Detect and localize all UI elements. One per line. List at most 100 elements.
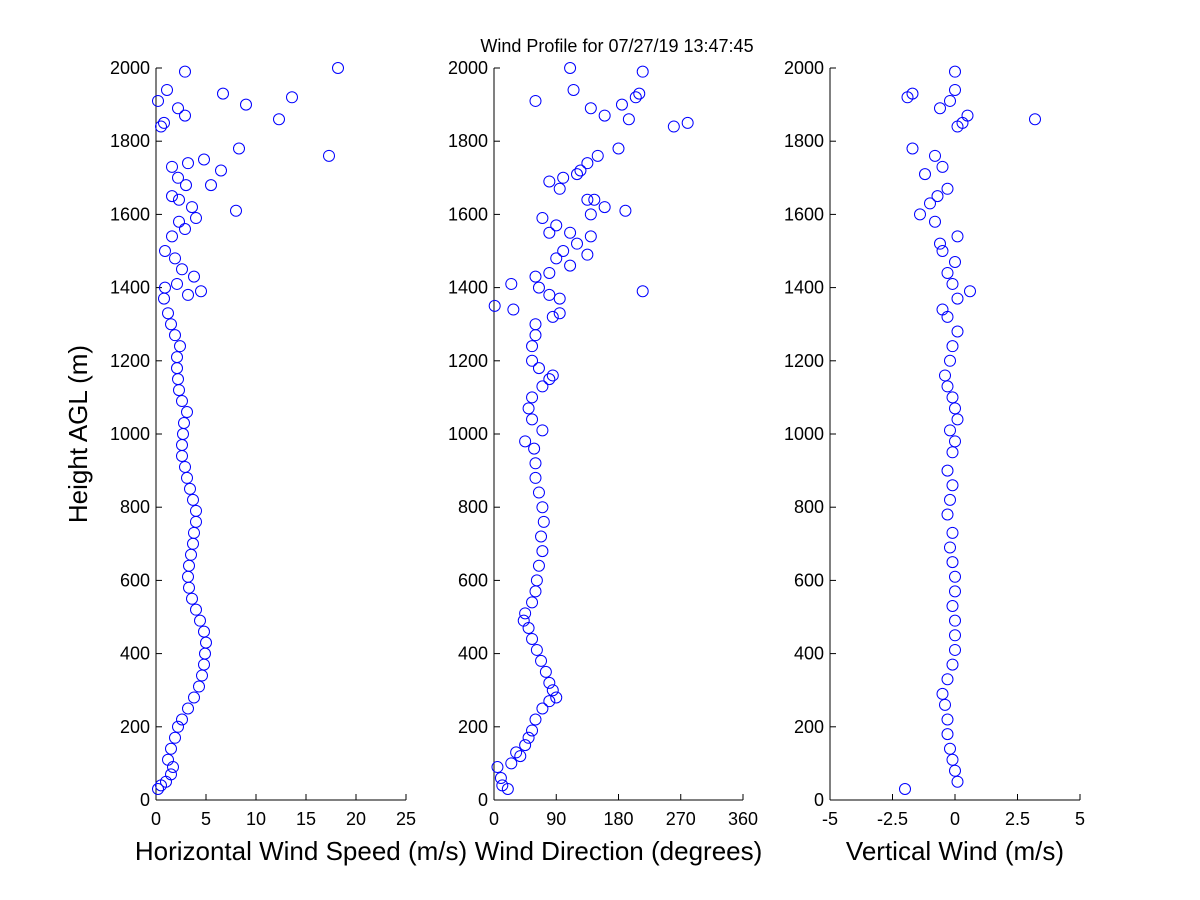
point [286, 91, 298, 104]
y-tick-label: 400 [458, 644, 488, 664]
point [944, 493, 956, 506]
y-tick-label: 1800 [110, 131, 150, 151]
point [931, 190, 944, 203]
y-tick-label: 2000 [110, 58, 150, 78]
point [543, 266, 556, 279]
point [964, 285, 976, 298]
point [532, 559, 545, 572]
point [528, 442, 541, 455]
point [182, 157, 194, 170]
point [934, 237, 946, 250]
point [543, 695, 556, 708]
point [543, 373, 556, 386]
point [181, 471, 193, 484]
x-axis-label: Horizontal Wind Speed (m/s) [135, 836, 467, 866]
point [946, 479, 959, 492]
point [176, 263, 188, 276]
x-tick-label: 0 [950, 809, 960, 829]
point [194, 614, 206, 627]
y-tick-label: 1200 [110, 351, 150, 371]
point [165, 742, 177, 755]
point [951, 413, 964, 426]
point [550, 691, 563, 704]
point [941, 266, 954, 279]
point [941, 182, 954, 195]
point [519, 607, 532, 620]
point [949, 614, 961, 627]
point [553, 307, 566, 320]
point [536, 702, 549, 715]
point [188, 270, 200, 283]
point [171, 351, 183, 364]
point [166, 190, 178, 203]
point [173, 384, 185, 397]
point [155, 120, 167, 133]
y-tick-label: 0 [478, 790, 488, 810]
point [633, 87, 646, 100]
point [158, 116, 170, 129]
point [173, 193, 185, 206]
point [636, 65, 649, 78]
point [571, 237, 583, 250]
point [240, 98, 252, 111]
point [946, 658, 959, 671]
point [591, 149, 604, 162]
point [581, 157, 594, 170]
y-tick-label: 1200 [784, 351, 824, 371]
point [158, 292, 170, 305]
point [564, 259, 577, 272]
point [526, 632, 539, 645]
x-tick-label: 10 [246, 809, 266, 829]
point [159, 245, 171, 257]
point [510, 746, 523, 759]
point [173, 215, 185, 228]
point [215, 164, 227, 177]
point [526, 413, 539, 426]
point [536, 212, 549, 225]
point [332, 62, 344, 74]
point [530, 574, 543, 587]
point [564, 226, 577, 239]
x-tick-label: -5 [822, 809, 838, 829]
y-tick-label: 800 [120, 497, 150, 517]
y-tick-label: 600 [458, 570, 488, 590]
point [179, 223, 191, 236]
point [536, 545, 549, 558]
x-tick-label: 15 [296, 809, 316, 829]
y-tick-label: 600 [794, 570, 824, 590]
point [172, 373, 184, 386]
point [946, 600, 959, 613]
x-tick-label: 0 [151, 809, 161, 829]
y-tick-label: 1000 [448, 424, 488, 444]
point [507, 303, 520, 316]
point [557, 245, 570, 257]
y-tick-label: 0 [814, 790, 824, 810]
point [584, 102, 597, 115]
point [529, 585, 542, 598]
point [501, 783, 514, 796]
point [537, 515, 550, 528]
point [936, 245, 949, 257]
point [529, 94, 542, 107]
point [946, 340, 959, 353]
x-tick-label: -2.5 [877, 809, 908, 829]
point [195, 285, 207, 298]
point [514, 750, 527, 763]
point [522, 402, 535, 415]
point [517, 614, 530, 627]
point [944, 541, 956, 554]
point [190, 515, 202, 528]
point [949, 585, 961, 598]
point [529, 329, 542, 342]
point [949, 83, 961, 96]
point [233, 142, 245, 155]
point [217, 87, 229, 100]
point [939, 698, 951, 711]
point [951, 775, 964, 788]
y-tick-label: 200 [794, 717, 824, 737]
y-tick-label: 2000 [448, 58, 488, 78]
point [199, 647, 211, 660]
point [536, 424, 549, 437]
x-axis-label: Wind Direction (degrees) [475, 836, 763, 866]
point [946, 391, 959, 404]
